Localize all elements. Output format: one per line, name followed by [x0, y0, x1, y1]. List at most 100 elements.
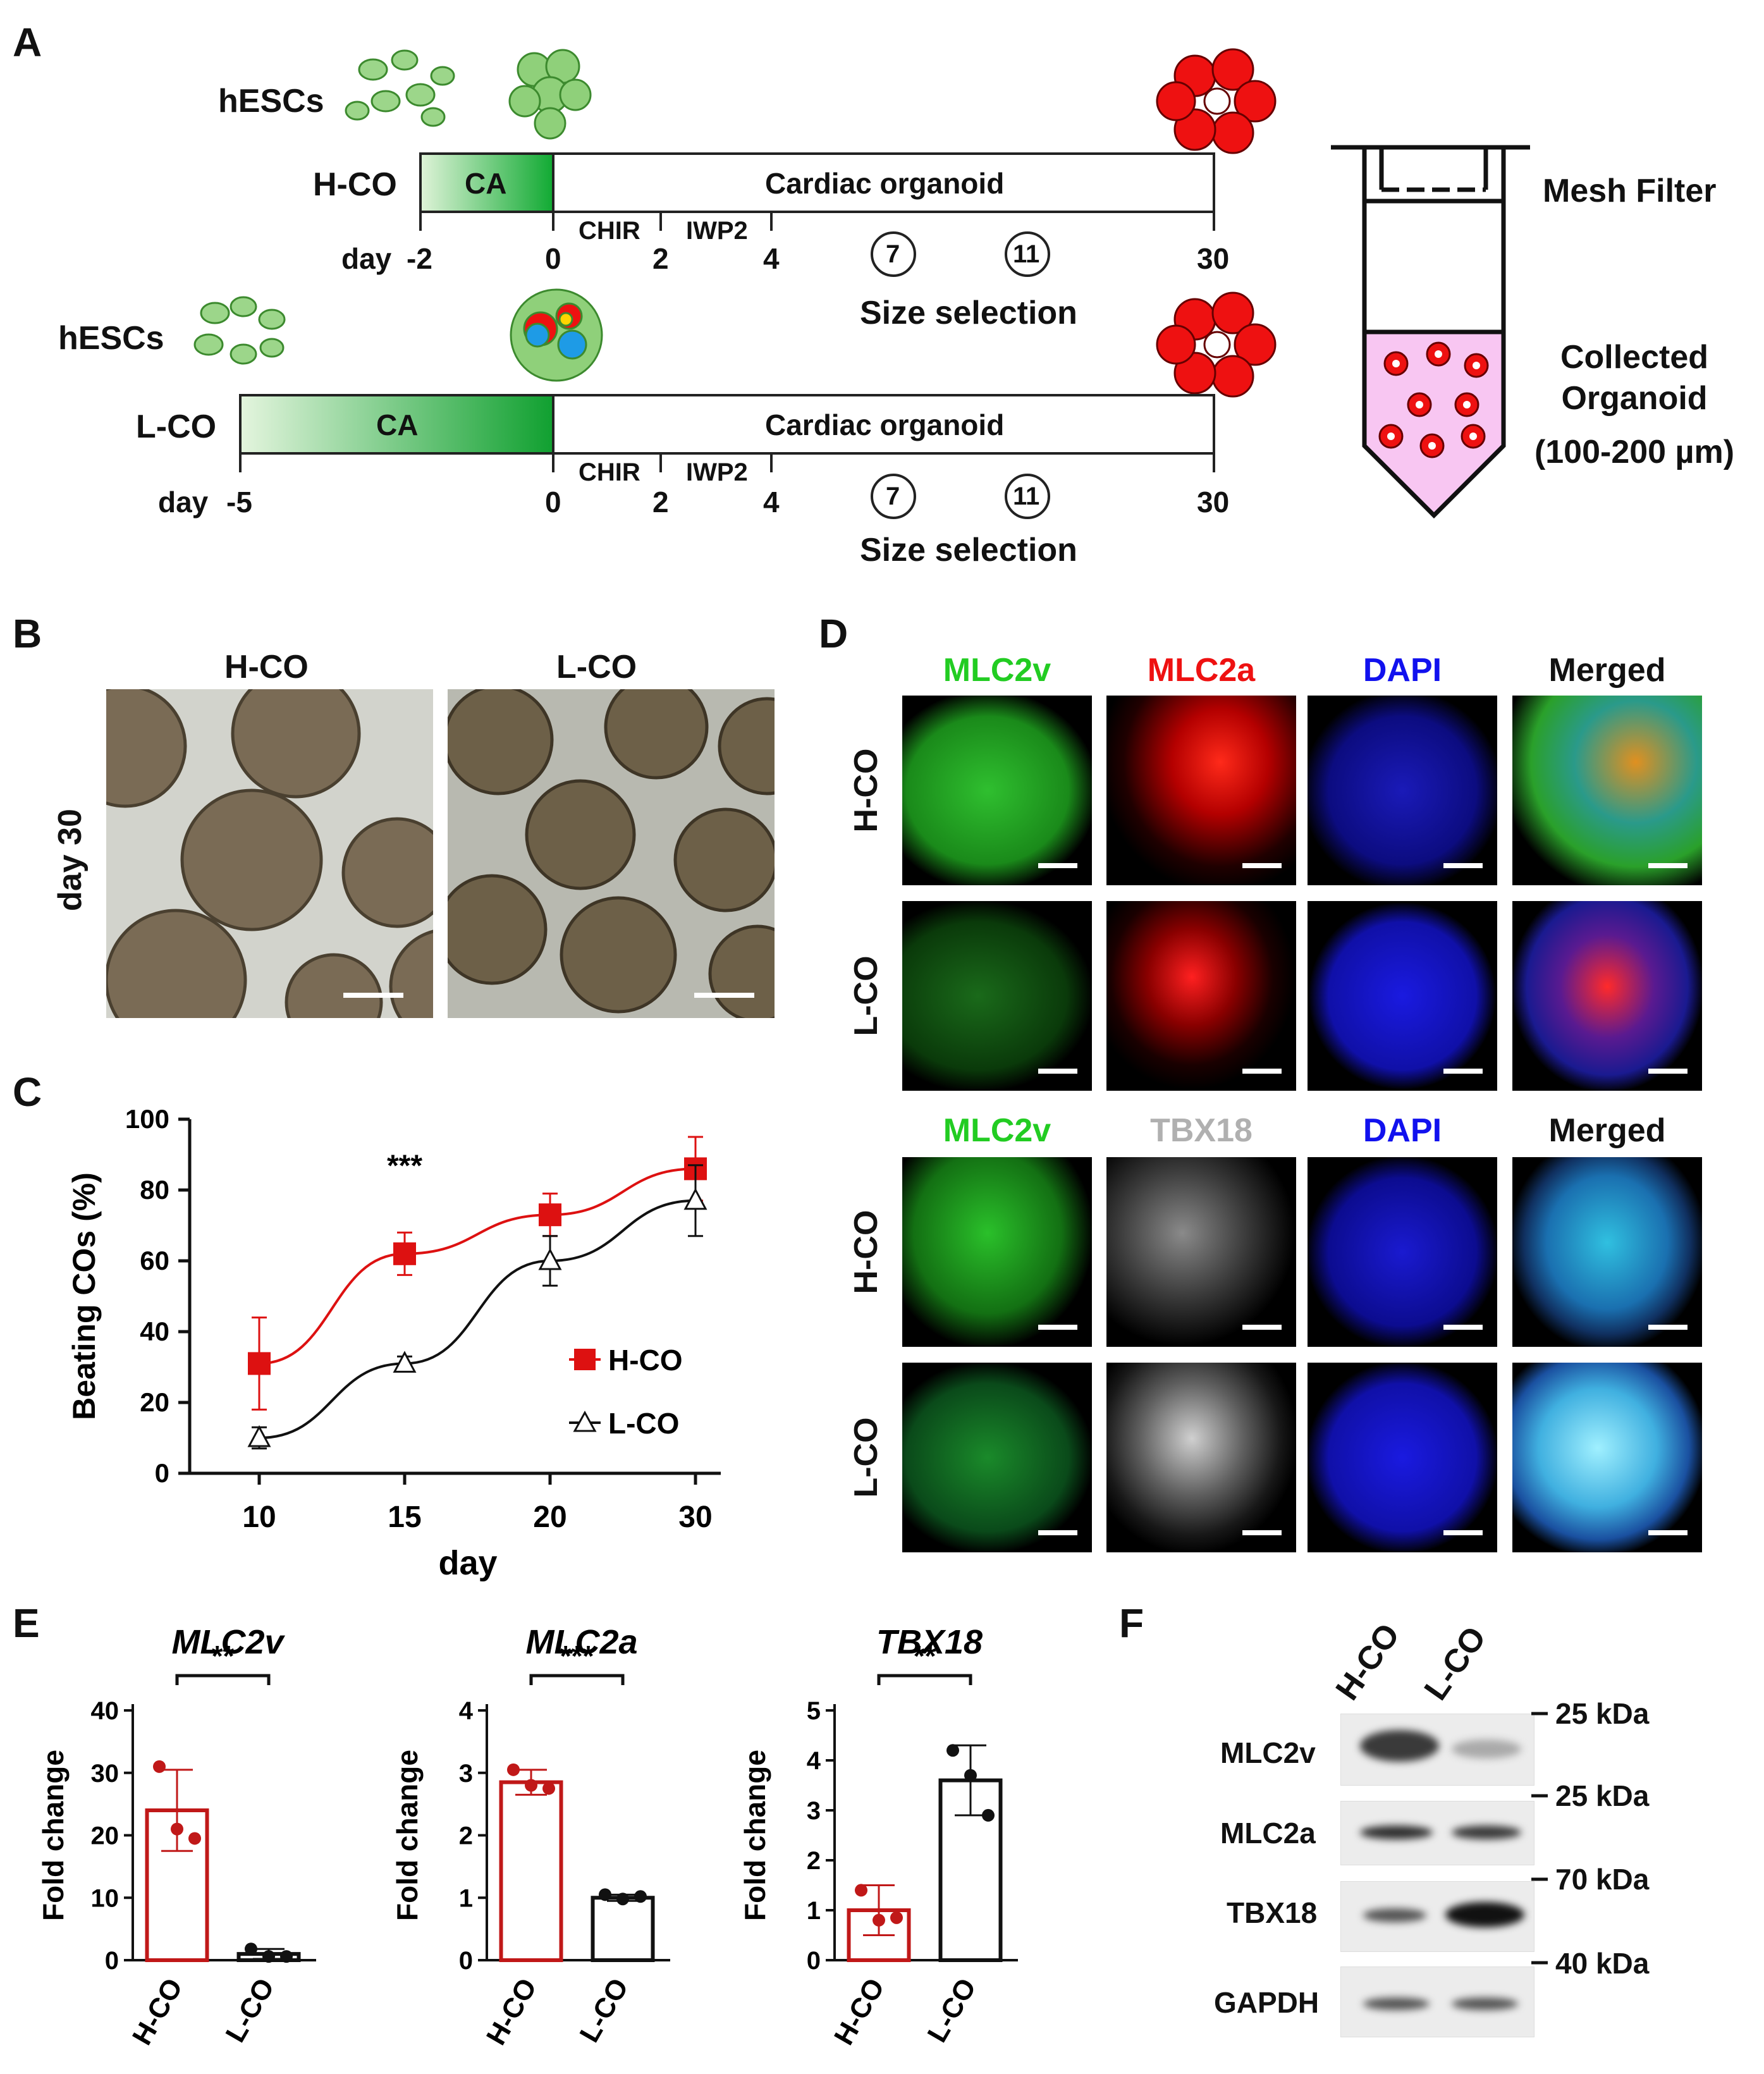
x-tick-label: 10 — [242, 1500, 276, 1534]
x-tick-label: 15 — [388, 1500, 421, 1534]
fluorescence-image — [902, 1363, 1092, 1552]
data-point — [262, 1950, 275, 1963]
y-axis-title: Beating COs (%) — [66, 1172, 102, 1420]
fluorescence-image — [1512, 1157, 1702, 1347]
series-line-L-CO — [259, 1199, 696, 1439]
fluorescence-image — [1512, 696, 1702, 885]
y-tick-label: 5 — [807, 1697, 821, 1725]
y-tick-label: 0 — [807, 1947, 821, 1975]
panel-b-col-lco: L-CO — [556, 649, 637, 685]
hco-circled-day: 7 — [886, 240, 900, 268]
legend-marker — [574, 1349, 596, 1370]
scale-bar — [1038, 1069, 1077, 1074]
fluorescence-image — [1106, 696, 1296, 885]
significance-bracket — [175, 1674, 271, 1685]
hco-tick: 2 — [652, 242, 669, 275]
x-tick-label: L-CO — [921, 1973, 982, 2048]
blot-strip-tbx18 — [1340, 1881, 1534, 1952]
y-tick-label: 0 — [459, 1947, 473, 1975]
scale-bar — [1648, 863, 1687, 868]
panel-label-f: F — [1119, 1600, 1144, 1646]
lco-tick: -5 — [226, 486, 252, 518]
y-axis-title: Fold change — [37, 1750, 70, 1921]
panel-label-a: A — [13, 20, 42, 65]
hescs-label-bottom: hESCs — [58, 320, 164, 357]
row-label: H-CO — [848, 1210, 885, 1294]
data-point-H-CO — [248, 1352, 271, 1375]
row-label: L-CO — [848, 1417, 885, 1498]
fluorescence-image — [1106, 1363, 1296, 1552]
scale-bar — [1443, 863, 1483, 868]
lco-ca-label: CA — [376, 408, 419, 441]
scale-bar — [1443, 1069, 1483, 1074]
scale-bar — [1648, 1069, 1687, 1074]
y-tick-label: 20 — [91, 1822, 119, 1850]
fluorescence-image — [902, 696, 1092, 885]
y-tick-label: 1 — [807, 1897, 821, 1925]
y-tick-label: 0 — [155, 1458, 169, 1488]
bar-H-CO — [499, 1780, 563, 1962]
scale-bar — [1443, 1530, 1483, 1535]
blot-strip-mlc2v — [1340, 1714, 1534, 1786]
hco-circled-day: 11 — [1013, 240, 1040, 268]
fluorescence-image — [1308, 1363, 1497, 1552]
x-tick-label: H-CO — [828, 1973, 891, 2051]
collected-label-3: (100-200 µm) — [1534, 434, 1735, 470]
y-tick-label: 2 — [459, 1822, 473, 1850]
panel-b-row-label: day 30 — [51, 809, 89, 911]
hco-day-label: day — [341, 242, 392, 275]
x-axis-title: day — [438, 1544, 497, 1582]
blot-marker-ticks — [1531, 1712, 1548, 1965]
hco-row-label: H-CO — [313, 166, 397, 203]
fluorescence-image — [1308, 696, 1497, 885]
lco-row-label: L-CO — [136, 408, 217, 445]
data-point — [855, 1884, 867, 1897]
significance-label: ** — [914, 1640, 936, 1672]
hco-tick: 4 — [763, 242, 780, 275]
cell-aggregate-icon — [508, 49, 592, 140]
chart-title: MLC2a — [525, 1623, 637, 1661]
blot-size-marker: 25 kDa — [1555, 1779, 1650, 1812]
lco-tick: 0 — [545, 486, 561, 518]
fluorescence-image — [1512, 1363, 1702, 1552]
data-point — [153, 1760, 166, 1773]
hco-iwp2-label: IWP2 — [686, 217, 748, 245]
hescs-cells-icon — [345, 49, 455, 127]
channel-header: DAPI — [1363, 1112, 1442, 1149]
hco-tick: -2 — [407, 242, 432, 275]
data-point — [946, 1744, 959, 1757]
y-tick-label: 3 — [807, 1797, 821, 1825]
data-point — [525, 1779, 537, 1792]
row-label: L-CO — [848, 955, 885, 1036]
significance-bracket — [529, 1674, 625, 1685]
collected-label-1: Collected — [1560, 339, 1709, 376]
legend-label: H-CO — [608, 1344, 683, 1377]
panel-label-b: B — [13, 611, 42, 656]
significance-label: *** — [560, 1640, 594, 1672]
data-point-L-CO — [247, 1425, 271, 1447]
collected-label-2: Organoid — [1561, 380, 1708, 417]
lco-organoid-label: Cardiac organoid — [765, 408, 1005, 441]
significance-annotation: *** — [387, 1150, 422, 1183]
organoid-icon — [1156, 48, 1277, 154]
y-tick-label: 3 — [459, 1760, 473, 1788]
lco-circled-day: 11 — [1013, 482, 1040, 510]
y-tick-label: 100 — [125, 1104, 169, 1134]
data-point — [507, 1763, 520, 1776]
y-tick-label: 4 — [459, 1697, 474, 1725]
panel-label-e: E — [13, 1600, 40, 1646]
channel-header: DAPI — [1363, 652, 1442, 689]
data-point — [599, 1888, 611, 1901]
channel-header: MLC2v — [943, 1112, 1051, 1149]
scale-bar — [694, 993, 754, 998]
panel-label-c: C — [13, 1069, 42, 1115]
scale-bar — [1648, 1530, 1687, 1535]
bar-L-CO — [591, 1896, 655, 1962]
channel-header: TBX18 — [1150, 1112, 1253, 1149]
lco-tick: 2 — [652, 486, 669, 518]
scale-bar — [1038, 1530, 1077, 1535]
data-point — [188, 1832, 201, 1845]
data-point — [280, 1950, 293, 1963]
blot-strip-gapdh — [1340, 1967, 1534, 2037]
chart-title: MLC2v — [171, 1623, 285, 1661]
